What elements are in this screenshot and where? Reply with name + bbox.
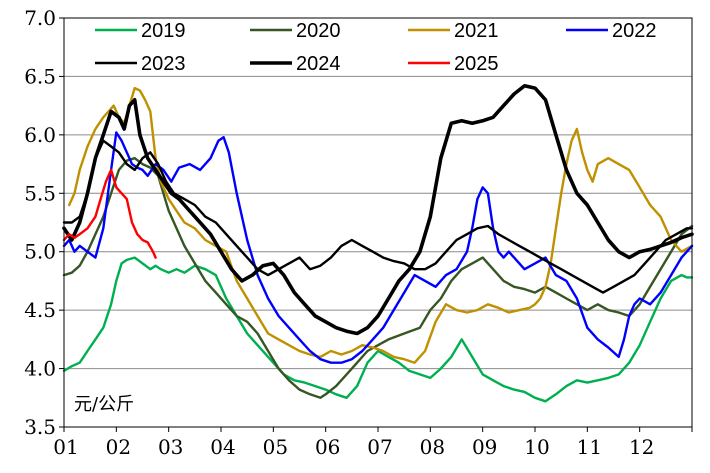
series-line-2022 <box>62 131 694 364</box>
x-tick-label: 08 <box>420 435 445 459</box>
x-tick-label: 12 <box>629 435 654 459</box>
x-tick-label: 01 <box>53 435 78 459</box>
axes <box>59 17 693 432</box>
legend-label-2019: 2019 <box>141 20 186 42</box>
y-tick-label: 5.0 <box>24 240 56 264</box>
legend: 2019 2020 2021 2022 2023 2024 2025 <box>95 20 657 75</box>
legend-label-2021: 2021 <box>454 20 499 42</box>
x-tick-labels: 01 02 03 04 05 06 07 08 09 10 11 12 <box>53 435 654 459</box>
x-tick-label: 10 <box>524 435 549 459</box>
series-line-2019 <box>62 256 694 403</box>
y-tick-label: 6.5 <box>24 64 56 88</box>
series-layer <box>62 84 694 403</box>
y-tick-labels: 3.5 4.0 4.5 5.0 5.5 6.0 6.5 7.0 <box>24 6 56 439</box>
series-line-2024 <box>62 84 694 336</box>
series-line-2020 <box>62 157 694 399</box>
y-tick-label: 7.0 <box>24 6 56 30</box>
legend-label-2024: 2024 <box>296 53 341 75</box>
x-tick-label: 04 <box>210 435 235 459</box>
legend-label-2023: 2023 <box>141 53 186 75</box>
series-line-2025 <box>62 168 157 259</box>
unit-label: 元/公斤 <box>74 394 134 415</box>
x-tick-label: 02 <box>106 435 131 459</box>
y-tick-label: 4.5 <box>24 298 56 322</box>
y-tick-label: 3.5 <box>24 415 56 439</box>
y-tick-label: 6.0 <box>24 123 56 147</box>
x-tick-label: 07 <box>367 435 392 459</box>
legend-label-2022: 2022 <box>612 20 657 42</box>
y-tick-label: 4.0 <box>24 357 56 381</box>
x-tick-label: 03 <box>158 435 183 459</box>
x-tick-label: 05 <box>263 435 288 459</box>
x-tick-label: 09 <box>472 435 497 459</box>
y-tick-label: 5.5 <box>24 181 56 205</box>
legend-label-2020: 2020 <box>296 20 341 42</box>
legend-label-2025: 2025 <box>454 53 499 75</box>
series-line-2021 <box>68 86 694 364</box>
x-tick-label: 06 <box>315 435 340 459</box>
x-tick-label: 11 <box>577 435 602 459</box>
